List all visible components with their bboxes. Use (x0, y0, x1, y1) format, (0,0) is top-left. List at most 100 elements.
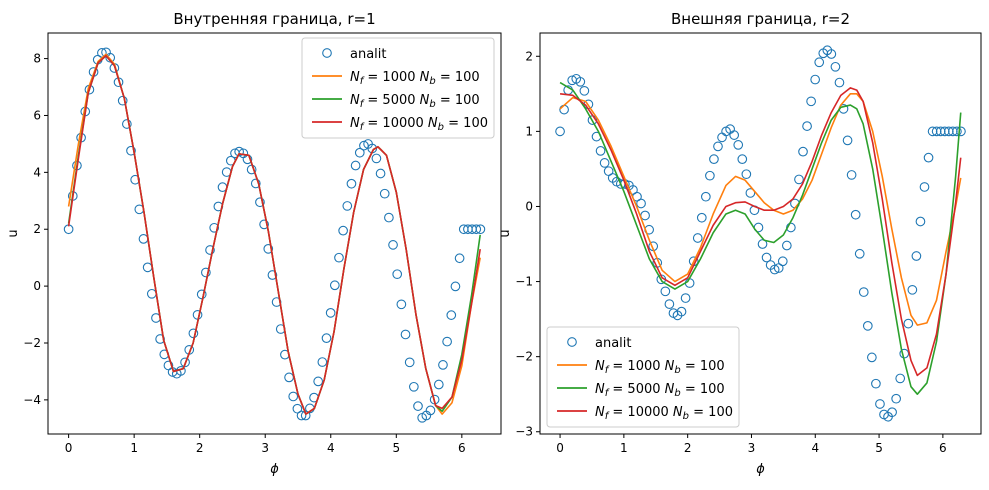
legend-label: Nf = 10000 Nb = 100 (350, 116, 488, 133)
data-point (915, 216, 926, 227)
data-point (692, 233, 703, 243)
data-point (696, 212, 707, 223)
data-point (806, 96, 816, 107)
data-point (296, 410, 307, 421)
data-point (300, 410, 311, 421)
data-point (555, 126, 565, 137)
data-point (802, 121, 812, 131)
data-point (404, 357, 415, 368)
data-point (810, 74, 821, 85)
y-tick-label: −2 (515, 350, 533, 364)
data-point (155, 334, 165, 344)
x-tick-label: 0 (65, 441, 73, 455)
data-point (338, 225, 348, 236)
x-tick-label: 6 (939, 441, 947, 455)
data-point (830, 61, 841, 72)
plot-area (63, 47, 486, 423)
data-point (209, 222, 220, 233)
x-tick-label: 5 (875, 441, 883, 455)
data-point (854, 248, 865, 259)
data-point (717, 132, 727, 143)
x-tick-label: 1 (130, 441, 138, 455)
x-tick-label: 1 (620, 441, 628, 455)
data-point (850, 209, 861, 220)
data-point (130, 174, 141, 185)
data-point (454, 253, 465, 264)
data-point (903, 318, 914, 329)
series-analit (63, 47, 486, 423)
data-point (895, 373, 906, 384)
data-point (325, 307, 336, 318)
data-point (450, 281, 461, 292)
data-point (413, 401, 423, 411)
data-point (400, 329, 411, 340)
legend: analit Nf = 1000 Nb = 100 Nf = 5000 Nb = 1… (301, 37, 495, 139)
y-axis-label: u (498, 229, 513, 237)
data-point (105, 52, 116, 63)
data-point (595, 146, 606, 156)
data-point (705, 170, 715, 181)
data-point (288, 391, 299, 402)
data-point (442, 336, 452, 347)
data-point (375, 168, 386, 179)
data-point (329, 280, 340, 291)
data-point (636, 198, 646, 209)
data-point (741, 169, 752, 180)
data-point (664, 299, 675, 309)
data-point (146, 288, 157, 299)
y-axis-label: u (6, 229, 21, 237)
data-point (700, 191, 711, 202)
data-point (321, 333, 332, 344)
data-point (205, 245, 215, 255)
x-tick-label: 5 (392, 441, 400, 455)
x-tick-label: 4 (327, 441, 335, 455)
x-tick-label: 6 (458, 441, 466, 455)
y-tick-label: 2 (33, 222, 41, 236)
data-point (263, 244, 274, 254)
y-tick-label: −1 (515, 275, 533, 289)
data-point (579, 85, 590, 96)
data-point (142, 262, 153, 273)
data-point (117, 95, 128, 106)
legend: analit Nf = 1000 Nb = 100 Nf = 5000 Nb = 1… (546, 326, 740, 428)
y-tick-label: 8 (33, 52, 41, 66)
data-point (259, 219, 269, 230)
data-point (867, 352, 877, 363)
data-point (346, 178, 357, 189)
data-point (794, 174, 804, 185)
y-tick-label: 1 (525, 124, 533, 138)
x-axis-label: ϕ (756, 462, 765, 477)
data-point (392, 269, 403, 280)
data-point (188, 328, 199, 339)
data-point (769, 264, 780, 275)
data-point (121, 119, 132, 129)
data-point (438, 360, 448, 370)
data-point (559, 104, 569, 115)
data-point (271, 297, 282, 307)
axes-frame (539, 32, 982, 435)
data-point (255, 197, 265, 208)
data-point (250, 178, 261, 189)
legend-marker (567, 337, 577, 347)
data-point (126, 145, 136, 156)
data-point (814, 57, 825, 68)
data-point (180, 357, 190, 368)
y-tick-label: 4 (33, 165, 41, 179)
legend-label: Nf = 5000 Nb = 100 (350, 93, 480, 110)
data-point (234, 146, 245, 157)
legend-label: Nf = 5000 Nb = 100 (595, 382, 725, 399)
x-tick-label: 3 (261, 441, 269, 455)
data-point (425, 405, 436, 416)
series-line-n-f-10000-n-b-100 (67, 54, 481, 415)
legend-box (546, 326, 740, 428)
data-point (745, 188, 756, 198)
x-tick-label: 2 (684, 441, 692, 455)
y-tick-label: 6 (33, 108, 41, 122)
data-point (350, 160, 361, 171)
data-point (952, 126, 962, 137)
data-point (826, 49, 837, 59)
y-tick-label: −3 (515, 425, 533, 439)
data-point (359, 140, 369, 151)
data-point (875, 399, 885, 409)
